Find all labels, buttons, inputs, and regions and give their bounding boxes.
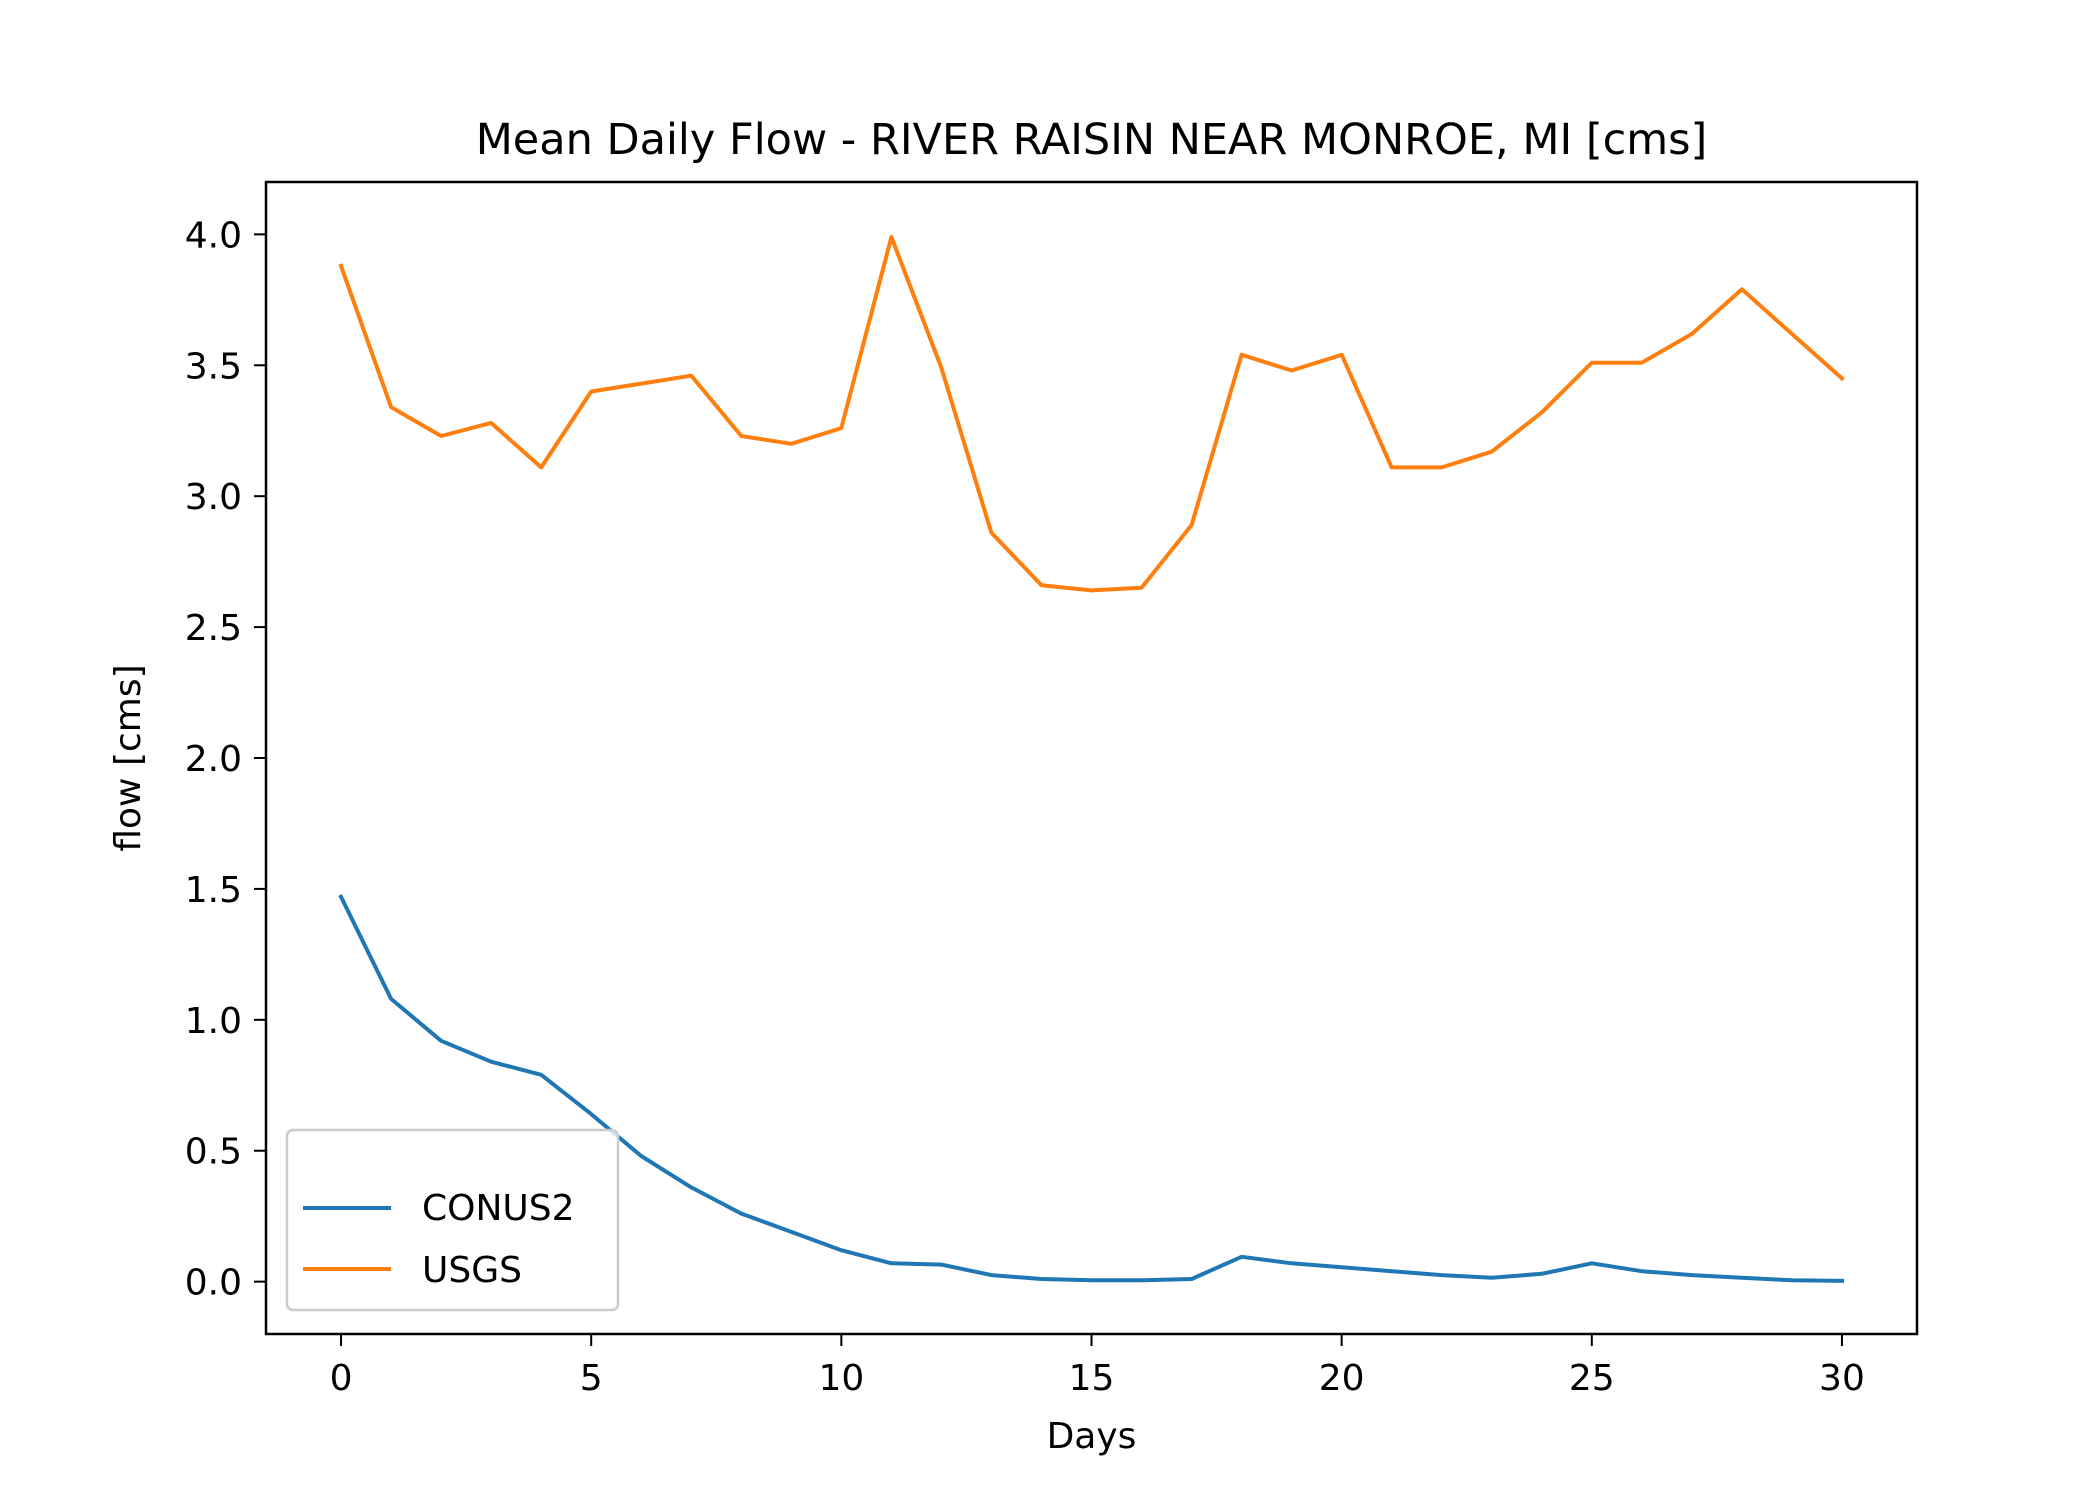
- legend-label-usgs: USGS: [422, 1250, 522, 1291]
- y-tick-label: 2.5: [185, 608, 242, 649]
- y-axis-label: flow [cms]: [108, 664, 149, 851]
- x-axis: 0 5 10 15 20 25 30: [330, 1334, 1865, 1399]
- y-tick-label: 4.0: [185, 215, 242, 256]
- y-axis: 0.0 0.5 1.0 1.5 2.0 2.5 3.0 3.5 4.0: [185, 215, 266, 1304]
- x-tick-label: 5: [580, 1358, 603, 1399]
- legend: CONUS2 USGS: [285, 1128, 620, 1312]
- chart-title: Mean Daily Flow - RIVER RAISIN NEAR MONR…: [476, 115, 1708, 165]
- y-tick-label: 0.0: [185, 1263, 242, 1304]
- x-tick-label: 25: [1569, 1358, 1615, 1399]
- x-axis-label: Days: [1047, 1416, 1137, 1457]
- x-tick-label: 30: [1819, 1358, 1865, 1399]
- y-tick-label: 3.5: [185, 346, 242, 387]
- y-tick-label: 1.0: [185, 1001, 242, 1042]
- x-tick-label: 0: [330, 1358, 353, 1399]
- legend-box: [285, 1128, 620, 1312]
- series-layer: [338, 235, 1845, 1283]
- legend-label-conus2: CONUS2: [422, 1188, 575, 1229]
- series-line-conus2: [338, 894, 1845, 1283]
- y-tick-label: 3.0: [185, 477, 242, 518]
- y-tick-label: 1.5: [185, 870, 242, 911]
- y-tick-label: 2.0: [185, 739, 242, 780]
- x-tick-label: 10: [818, 1358, 864, 1399]
- series-line-usgs: [338, 235, 1845, 593]
- x-tick-label: 15: [1069, 1358, 1115, 1399]
- y-tick-label: 0.5: [185, 1132, 242, 1173]
- x-tick-label: 20: [1319, 1358, 1365, 1399]
